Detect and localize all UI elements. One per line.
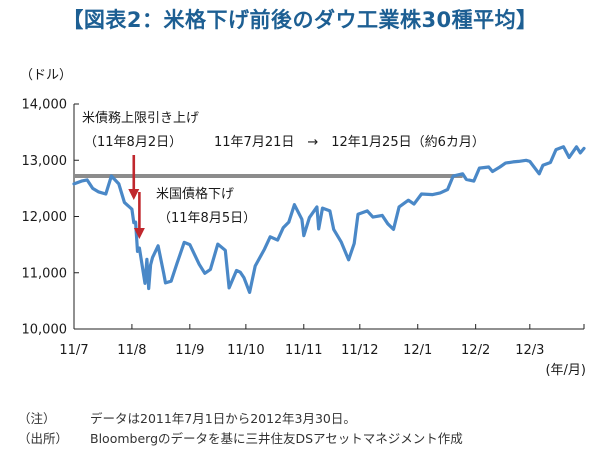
annotation-period: 11年7月21日 → 12年1月25日（約6カ月）: [214, 135, 485, 150]
arrow-downgrade-head: [128, 189, 140, 200]
x-tick-label: 11/8: [117, 343, 146, 358]
x-tick-label: 12/3: [515, 343, 544, 358]
y-tick-label: 10,000: [22, 323, 68, 338]
annotation-rating-cut-line1: 米国債格下げ: [156, 186, 234, 202]
y-tick-label: 12,000: [22, 210, 68, 225]
footnote-source-text: Bloombergのデータを基に三井住友DSアセットマネジメント作成: [90, 431, 463, 446]
footnote-note-text: データは2011年7月1日から2012年3月30日。: [90, 411, 356, 426]
footnote-note-label: （注）: [18, 411, 56, 426]
y-axis: 10,000 11,000 12,000 13,000 14,000: [22, 98, 79, 338]
annotation-downgrade-line1: 米債務上限引き上げ: [82, 111, 199, 126]
footnote-source: （出所） Bloombergのデータを基に三井住友DSアセットマネジメント作成: [18, 428, 463, 447]
annotation-downgrade-line2: （11年8月2日）: [84, 135, 182, 150]
x-axis: 11/7 11/8 11/9 11/10 11/11 11/12 12/1 12/2 12/3: [59, 324, 585, 358]
y-tick-label: 13,000: [22, 154, 68, 169]
series-dow: [72, 145, 586, 294]
y-tick-label: 11,000: [22, 266, 68, 281]
series-line: [72, 145, 586, 294]
event-arrows: [128, 155, 145, 239]
footnote-note: （注） データは2011年7月1日から2012年3月30日。: [18, 408, 356, 427]
x-tick-label: 11/9: [175, 343, 204, 358]
annotation-rating-cut-line2: （11年8月5日）: [158, 211, 256, 226]
y-unit-label: （ドル）: [20, 68, 72, 83]
footnote-source-label: （出所）: [18, 431, 69, 446]
x-tick-label: 11/12: [341, 343, 378, 358]
y-tick-label: 14,000: [22, 98, 68, 113]
chart-title: 【図表2：米格下げ前後のダウ工業株30種平均】: [62, 8, 538, 32]
x-tick-label: 11/7: [59, 343, 88, 358]
arrow-rating-cut: [133, 192, 145, 239]
x-tick-label: 12/1: [403, 343, 432, 358]
arrow-rating-cut-head: [133, 228, 145, 239]
x-tick-label: 11/10: [227, 343, 264, 358]
x-tick-label: 12/2: [461, 343, 490, 358]
x-tick-label: 11/11: [285, 343, 322, 358]
arrow-downgrade: [128, 155, 140, 200]
x-unit-label: (年/月): [545, 363, 586, 378]
